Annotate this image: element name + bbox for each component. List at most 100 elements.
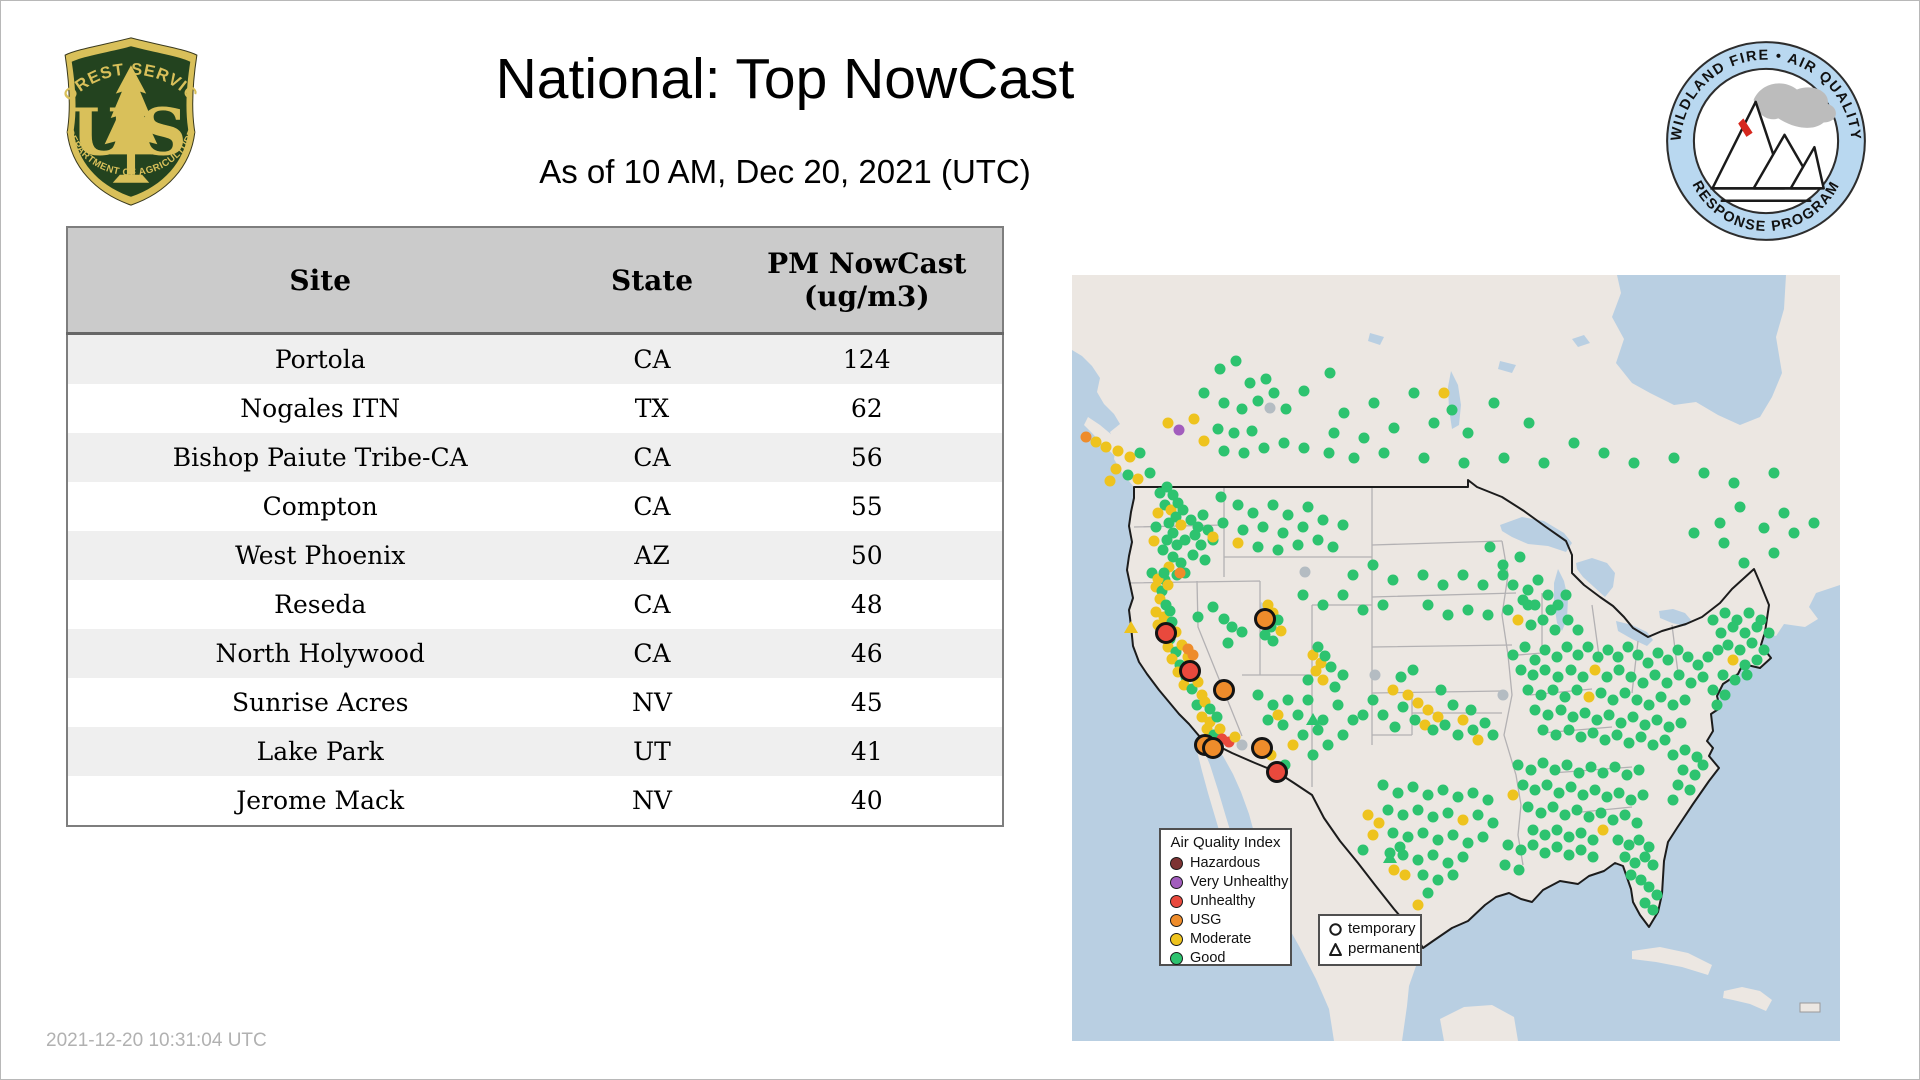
- monitor-dot: [1535, 807, 1547, 819]
- monitor-dot: [1247, 507, 1259, 519]
- pm-nowcast-cell: 50: [850, 541, 883, 570]
- monitor-dot: [1122, 469, 1134, 481]
- monitor-dot: [1389, 721, 1401, 733]
- monitor-dot: [1575, 731, 1587, 743]
- monitor-dot: [1758, 522, 1770, 534]
- monitor-dot: [1182, 643, 1194, 655]
- table-row: North Holywood CA 46: [67, 629, 1003, 678]
- monitor-dot: [1412, 854, 1424, 866]
- monitor-dot: [1625, 794, 1637, 806]
- monitor-dot: [1264, 402, 1276, 414]
- aqi-legend-entry: Unhealthy: [1161, 892, 1290, 911]
- table-row: Portola CA 124: [67, 333, 1003, 384]
- monitor-dot: [1163, 517, 1175, 529]
- pm-nowcast-cell: 48: [850, 590, 883, 619]
- site-cell: Compton: [262, 492, 378, 521]
- monitor-dot: [1427, 849, 1439, 861]
- monitor-dot: [1337, 669, 1349, 681]
- state-cell: NV: [632, 688, 672, 717]
- monitor-dot: [1167, 551, 1179, 563]
- table-row: Reseda CA 48: [67, 580, 1003, 629]
- aqi-color-swatch: [1170, 895, 1183, 908]
- monitor-dot: [1252, 541, 1264, 553]
- monitor-dot: [1337, 589, 1349, 601]
- permanent-triangle-icon: [1329, 942, 1342, 956]
- aqi-legend-entries: Hazardous Very Unhealthy Unhealthy USG Moder…: [1161, 854, 1290, 968]
- monitor-dot: [1635, 731, 1647, 743]
- monitor-dot: [1329, 681, 1341, 693]
- monitor-dot: [1523, 417, 1535, 429]
- monitor-dot: [1232, 499, 1244, 511]
- monitor-dot: [1292, 709, 1304, 721]
- monitor-dot: [1146, 567, 1158, 579]
- top-site-marker: [1155, 622, 1177, 644]
- monitor-dot: [1207, 601, 1219, 613]
- monitor-dot: [1547, 801, 1559, 813]
- pm-nowcast-cell: 46: [850, 639, 883, 668]
- monitor-dot: [1649, 669, 1661, 681]
- monitor-dot: [1601, 791, 1613, 803]
- monitor-dot: [1204, 716, 1216, 728]
- monitor-dot: [1672, 779, 1684, 791]
- monitor-dot: [1532, 574, 1544, 586]
- monitor-dot: [1312, 641, 1324, 653]
- monitor-dot: [1417, 827, 1429, 839]
- monitor-dot: [1507, 789, 1519, 801]
- monitor-dot: [1643, 881, 1655, 893]
- monitor-dot: [1632, 649, 1644, 661]
- monitor-dot: [1715, 627, 1727, 639]
- monitor-dot: [1307, 649, 1319, 661]
- monitor-dot: [1427, 724, 1439, 736]
- monitor-dot: [1768, 467, 1780, 479]
- monitor-dot: [1758, 644, 1770, 656]
- monitor-dot: [1739, 659, 1751, 671]
- monitor-dot: [1619, 851, 1631, 863]
- monitor-dot: [1367, 829, 1379, 841]
- dot-layer: [1072, 275, 1840, 1041]
- monitor-dot: [1377, 779, 1389, 791]
- monitor-dot: [1734, 644, 1746, 656]
- col-header-state: State: [572, 227, 732, 335]
- top-site-marker: [1202, 737, 1224, 759]
- monitor-dot: [1280, 403, 1292, 415]
- monitor-dot: [1550, 729, 1562, 741]
- monitor-dot: [1661, 677, 1673, 689]
- aqi-color-swatch: [1170, 857, 1183, 870]
- monitor-dot: [1192, 676, 1204, 688]
- monitor-dot: [1517, 779, 1529, 791]
- monitor-dot: [1154, 593, 1166, 605]
- monitor-dot: [1395, 671, 1407, 683]
- monitor-dot: [1215, 491, 1227, 503]
- monitor-dot: [1259, 629, 1271, 641]
- monitor-dot: [1507, 579, 1519, 591]
- monitor-dot: [1563, 849, 1575, 861]
- monitor-dot: [1277, 719, 1289, 731]
- monitor-dot: [1177, 504, 1189, 516]
- monitor-dot: [1751, 654, 1763, 666]
- monitor-dot: [1647, 904, 1659, 916]
- monitor-dot: [1158, 611, 1170, 623]
- monitor-dot: [1488, 397, 1500, 409]
- monitor-dot: [1218, 397, 1230, 409]
- site-cell: Lake Park: [256, 737, 384, 766]
- nowcast-table: Site State PM NowCast (ug/m3) Portola CA 1…: [66, 226, 1004, 827]
- top-site-marker: [1254, 608, 1276, 630]
- monitor-dot: [1679, 694, 1691, 706]
- monitor-dot: [1317, 599, 1329, 611]
- monitor-dot: [1186, 683, 1198, 695]
- monitor-dot: [1268, 387, 1280, 399]
- monitor-dot: [1622, 641, 1634, 653]
- wfaqrp-mountains-icon: [1710, 83, 1836, 202]
- monitor-dot: [1159, 499, 1171, 511]
- monitor-dot: [1467, 787, 1479, 799]
- monitor-dot: [1539, 829, 1551, 841]
- monitor-dot: [1633, 764, 1645, 776]
- monitor-dot: [1719, 689, 1731, 701]
- monitor-dot: [1442, 807, 1454, 819]
- monitor-dot: [1677, 764, 1689, 776]
- monitor-dot: [1502, 604, 1514, 616]
- monitor-dot: [1639, 719, 1651, 731]
- monitor-dot: [1310, 665, 1322, 677]
- site-cell: North Holywood: [215, 639, 425, 668]
- monitor-dot: [1597, 767, 1609, 779]
